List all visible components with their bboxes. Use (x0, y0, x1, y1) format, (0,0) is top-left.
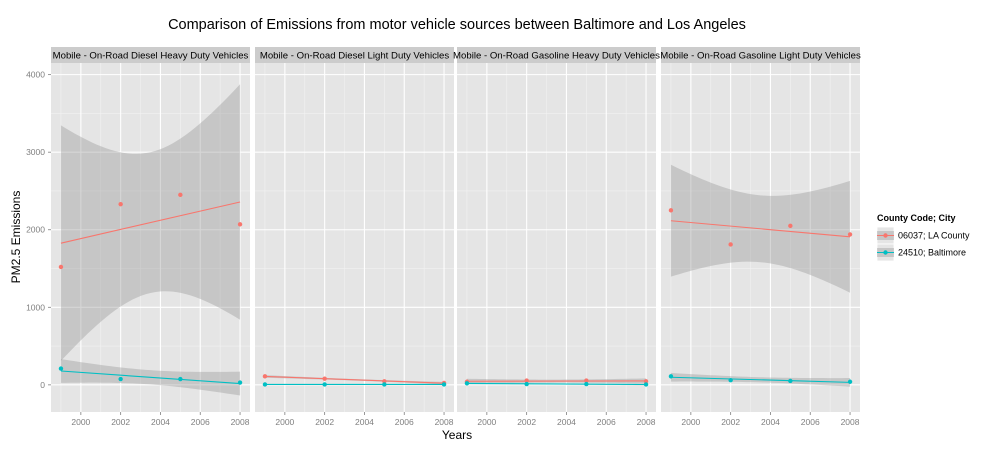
x-tick-label: 2006 (191, 417, 210, 427)
data-point-06037-la-county (59, 265, 63, 269)
x-tick-label: 2006 (395, 417, 414, 427)
data-point-24510-baltimore (178, 377, 182, 381)
data-point-06037-la-county (238, 222, 242, 226)
facet-panels: Mobile - On-Road Diesel Heavy Duty Vehic… (26, 47, 861, 427)
x-tick-label: 2004 (557, 417, 576, 427)
legend-key-point (883, 233, 887, 237)
data-point-24510-baltimore (322, 382, 326, 386)
x-tick-label: 2000 (477, 417, 496, 427)
facet-panel: Mobile - On-Road Gasoline Heavy Duty Veh… (453, 47, 660, 427)
data-point-06037-la-county (788, 224, 792, 228)
x-axis-label: Years (442, 428, 472, 442)
y-tick-label: 3000 (26, 147, 45, 157)
legend-item-24510-baltimore: 24510; Baltimore (877, 244, 966, 261)
data-point-24510-baltimore (382, 382, 386, 386)
x-tick-label: 2008 (841, 417, 860, 427)
facet-strip-label-mobile-on-road-gasoline-light-duty-vehicles: Mobile - On-Road Gasoline Light Duty Veh… (660, 51, 861, 62)
x-tick-label: 2004 (355, 417, 374, 427)
x-tick-label: 2002 (721, 417, 740, 427)
data-point-24510-baltimore (848, 380, 852, 384)
data-point-06037-la-county (728, 242, 732, 246)
legend-title: County Code; City (877, 213, 956, 223)
data-point-24510-baltimore (442, 382, 446, 386)
legend: County Code; City 06037; LA County 24510;… (877, 213, 970, 261)
data-point-24510-baltimore (669, 374, 673, 378)
x-tick-label: 2008 (231, 417, 250, 427)
y-tick-label: 4000 (26, 70, 45, 80)
x-tick-label: 2000 (275, 417, 294, 427)
x-tick-label: 2002 (517, 417, 536, 427)
x-tick-label: 2004 (761, 417, 780, 427)
legend-key-point (883, 250, 887, 254)
x-tick-label: 2000 (681, 417, 700, 427)
data-point-24510-baltimore (728, 378, 732, 382)
y-axis-label: PM2.5 Emissions (9, 191, 23, 284)
data-point-24510-baltimore (524, 382, 528, 386)
data-point-06037-la-county (178, 193, 182, 197)
legend-keys: 06037; LA County 24510; Baltimore (877, 227, 970, 261)
data-point-06037-la-county (669, 208, 673, 212)
data-point-24510-baltimore (788, 379, 792, 383)
facet-strip-label-mobile-on-road-diesel-heavy-duty-vehicles: Mobile - On-Road Diesel Heavy Duty Vehic… (53, 51, 249, 62)
x-tick-label: 2004 (151, 417, 170, 427)
data-point-06037-la-county (263, 374, 267, 378)
x-tick-label: 2000 (71, 417, 90, 427)
data-point-06037-la-county (322, 376, 326, 380)
data-point-24510-baltimore (59, 366, 63, 370)
x-tick-label: 2002 (111, 417, 130, 427)
legend-label: 06037; LA County (898, 231, 970, 241)
legend-label: 24510; Baltimore (898, 248, 966, 258)
data-point-06037-la-county (848, 232, 852, 236)
y-tick-label: 2000 (26, 225, 45, 235)
facet-strip-label-mobile-on-road-gasoline-heavy-duty-vehicles: Mobile - On-Road Gasoline Heavy Duty Veh… (453, 51, 660, 62)
data-point-24510-baltimore (644, 382, 648, 386)
data-point-24510-baltimore (238, 380, 242, 384)
x-tick-label: 2008 (435, 417, 454, 427)
data-point-24510-baltimore (465, 381, 469, 385)
x-tick-label: 2002 (315, 417, 334, 427)
data-point-24510-baltimore (584, 382, 588, 386)
y-tick-label: 1000 (26, 302, 45, 312)
legend-item-06037-la-county: 06037; LA County (877, 227, 970, 244)
facet-panel: Mobile - On-Road Diesel Heavy Duty Vehic… (51, 47, 250, 427)
data-point-24510-baltimore (118, 377, 122, 381)
facet-strip-label-mobile-on-road-diesel-light-duty-vehicles: Mobile - On-Road Diesel Light Duty Vehic… (260, 51, 450, 62)
x-tick-label: 2006 (801, 417, 820, 427)
y-tick-label: 0 (40, 380, 45, 390)
facet-panel: Mobile - On-Road Gasoline Light Duty Veh… (660, 47, 861, 427)
chart-title: Comparison of Emissions from motor vehic… (168, 17, 746, 33)
x-tick-label: 2008 (637, 417, 656, 427)
data-point-24510-baltimore (263, 382, 267, 386)
facet-panel: Mobile - On-Road Diesel Light Duty Vehic… (255, 47, 454, 427)
x-tick-label: 2006 (597, 417, 616, 427)
data-point-06037-la-county (118, 202, 122, 206)
